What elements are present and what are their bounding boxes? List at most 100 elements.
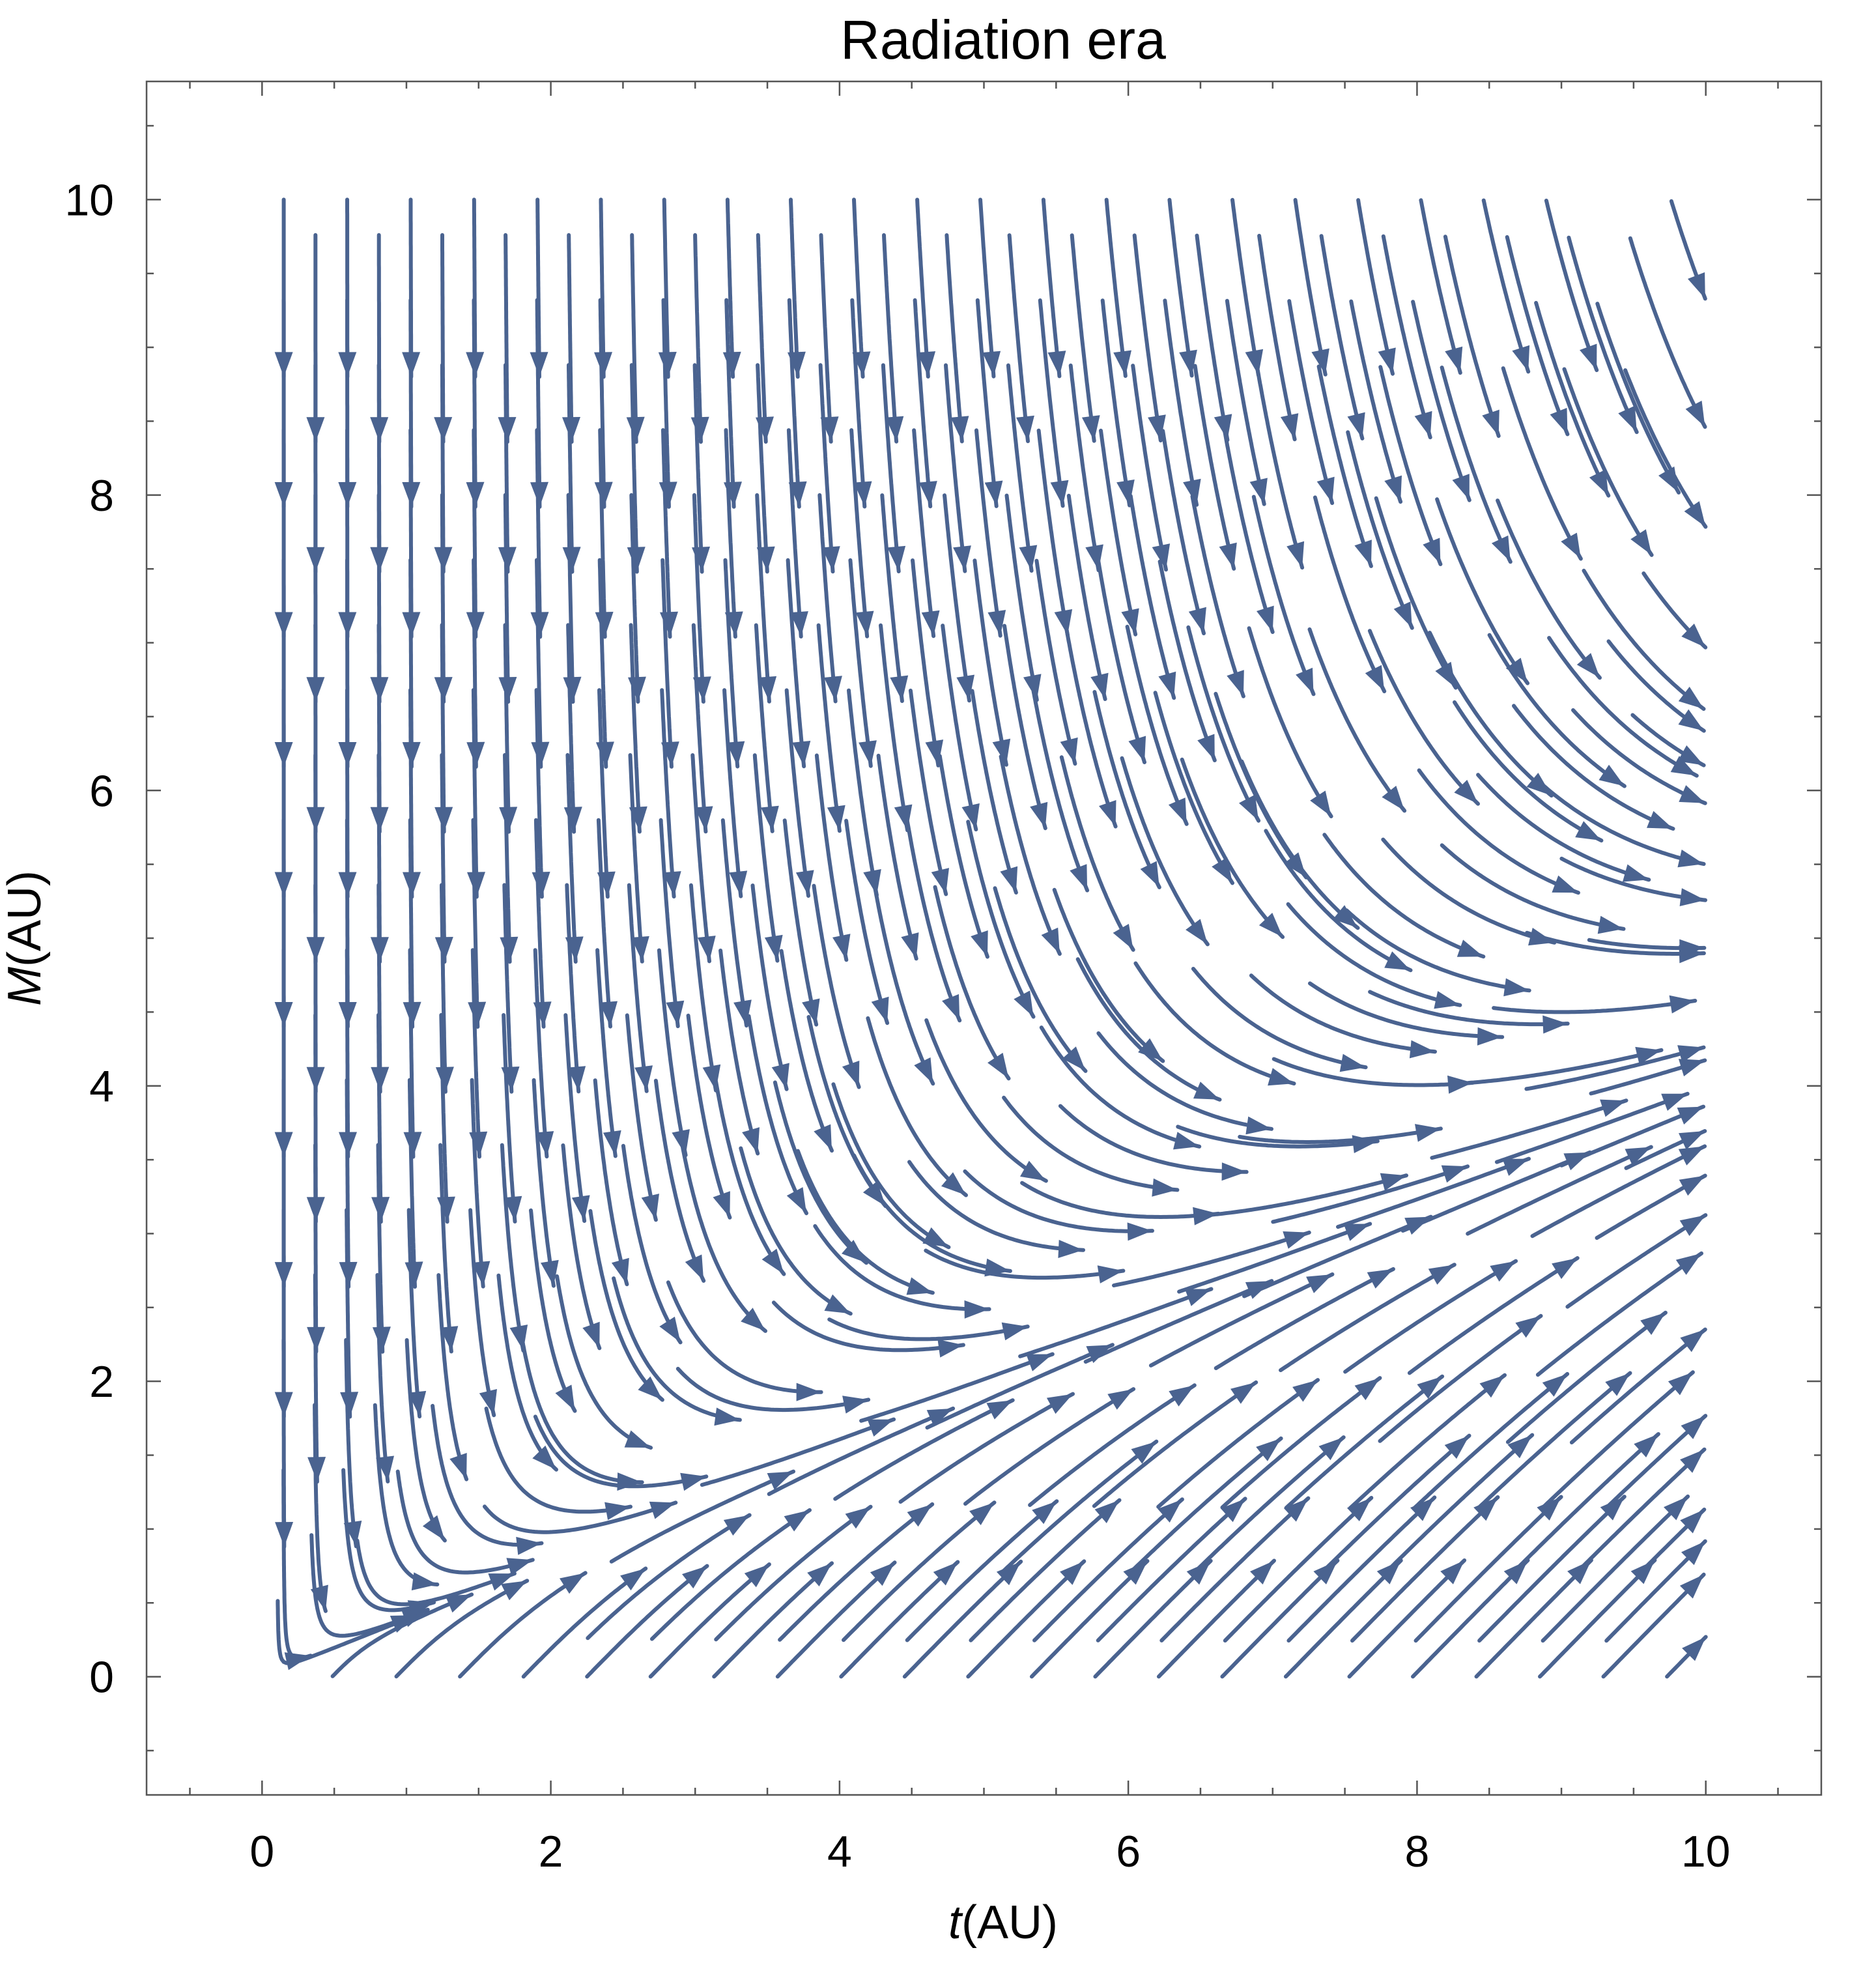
- stream-arrowhead: [594, 352, 612, 377]
- x-axis-var: t: [948, 1897, 963, 1949]
- streamline: [1440, 365, 1513, 564]
- stream-arrowhead: [501, 1581, 528, 1601]
- stream-arrowhead: [1630, 1560, 1655, 1584]
- stream-arrowhead: [1668, 1372, 1693, 1396]
- stream-arrowhead: [694, 806, 713, 832]
- stream-arrowhead: [1318, 1437, 1344, 1461]
- streamline: [1238, 1126, 1443, 1144]
- stream-arrowhead: [376, 1455, 394, 1482]
- streamline: [915, 197, 930, 379]
- streamline: [276, 1599, 419, 1665]
- streamline: [941, 623, 978, 832]
- streamline: [1132, 233, 1163, 443]
- stream-arrowhead: [530, 481, 548, 507]
- x-tick-label: 0: [249, 1827, 274, 1876]
- streamline: [1544, 198, 1599, 373]
- streamline: [609, 1469, 795, 1564]
- streamline: [1156, 1378, 1320, 1509]
- stream-arrowhead: [1415, 1124, 1441, 1142]
- streamline: [1628, 236, 1707, 429]
- stream-arrowhead: [1490, 1261, 1516, 1282]
- stream-arrowhead: [1239, 794, 1259, 821]
- stream-arrowhead: [729, 870, 748, 896]
- streamline: [782, 818, 819, 1027]
- streamline: [819, 233, 833, 444]
- streamline: [436, 1273, 469, 1482]
- stream-arrowhead: [820, 416, 839, 442]
- streamline: [1264, 829, 1413, 973]
- streamline: [533, 818, 546, 1029]
- stream-arrowhead: [1313, 1560, 1338, 1584]
- streamline: [944, 363, 967, 573]
- stream-arrowhead: [1347, 412, 1365, 438]
- streamline: [1466, 1145, 1653, 1236]
- streamline: [943, 493, 971, 703]
- stream-arrowhead: [1580, 343, 1597, 371]
- stream-arrowhead: [1599, 764, 1625, 786]
- stream-arrowhead: [1116, 480, 1135, 506]
- stream-arrowhead: [275, 1522, 294, 1547]
- stream-arrowhead: [435, 1067, 454, 1092]
- streamline: [470, 1078, 485, 1289]
- stream-arrowhead: [1393, 601, 1412, 628]
- streamline: [1524, 1045, 1706, 1091]
- streamline: [405, 1338, 447, 1543]
- stream-arrowhead: [1250, 1560, 1274, 1584]
- stream-arrowhead: [498, 547, 517, 572]
- stream-arrowhead: [1679, 1175, 1705, 1196]
- stream-arrowhead: [604, 1502, 631, 1521]
- stream-arrowhead: [1316, 476, 1335, 504]
- stream-arrowhead: [1186, 919, 1208, 945]
- stream-arrowhead: [370, 417, 389, 442]
- streamline: [773, 1080, 868, 1265]
- stream-arrowhead: [1378, 347, 1396, 374]
- stream-arrowhead: [1062, 1046, 1086, 1071]
- stream-arrowhead: [832, 934, 851, 960]
- stream-arrowhead: [1094, 1500, 1120, 1523]
- stream-arrowhead: [1681, 1541, 1705, 1566]
- stream-arrowhead: [1333, 905, 1358, 928]
- stream-arrowhead: [682, 1566, 707, 1589]
- streamline: [1052, 887, 1165, 1063]
- stream-arrowhead: [1113, 924, 1133, 950]
- stream-arrowhead: [339, 1261, 358, 1287]
- streamline: [1158, 559, 1217, 762]
- streamline: [1343, 1259, 1518, 1374]
- stream-arrowhead: [907, 1504, 933, 1527]
- arrowheads-group: [274, 272, 1706, 1670]
- streamline: [1534, 300, 1611, 498]
- streamline: [693, 233, 703, 444]
- streamline: [1112, 1230, 1311, 1287]
- streamline: [720, 818, 748, 1028]
- stream-arrowhead: [402, 741, 421, 767]
- streamline: [1230, 197, 1260, 377]
- stream-arrowhead: [767, 1471, 793, 1490]
- stream-arrowhead: [516, 1536, 542, 1555]
- stream-arrowhead: [713, 1191, 730, 1218]
- streamline: [1133, 961, 1296, 1086]
- stream-arrowhead: [1258, 913, 1283, 938]
- streamline: [724, 298, 736, 509]
- stream-arrowhead: [692, 547, 710, 572]
- streamline: [1487, 633, 1627, 788]
- streamline: [1346, 430, 1414, 630]
- stream-arrowhead: [411, 1572, 438, 1591]
- streamline: [1572, 1447, 1707, 1577]
- streamline: [1565, 1213, 1708, 1309]
- stream-arrowhead: [649, 1501, 676, 1519]
- stream-arrowhead: [560, 1573, 586, 1594]
- streamline: [1367, 629, 1480, 806]
- streamline: [407, 1078, 417, 1289]
- stream-arrowhead: [1284, 852, 1307, 878]
- streamline: [593, 1078, 629, 1287]
- stream-arrowhead: [1682, 1637, 1706, 1661]
- stream-arrowhead: [1020, 1160, 1046, 1181]
- stream-arrowhead: [760, 805, 779, 831]
- stream-arrowhead: [498, 417, 517, 442]
- streamline: [598, 298, 606, 509]
- stream-arrowhead: [1310, 790, 1331, 816]
- streamline: [1214, 691, 1309, 880]
- stream-arrowhead: [1113, 350, 1131, 376]
- stream-arrowhead: [1678, 687, 1704, 709]
